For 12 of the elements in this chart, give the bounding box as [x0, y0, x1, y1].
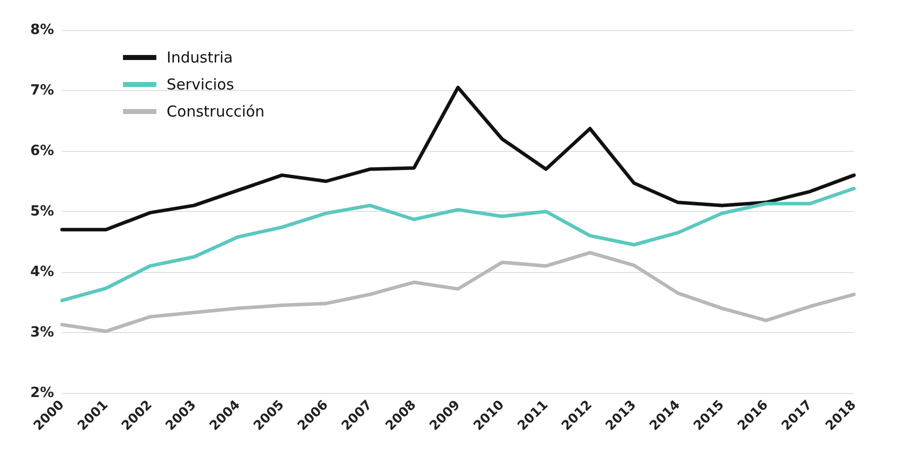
y-tick-label: 6% [30, 143, 54, 159]
y-tick-label: 3% [30, 324, 54, 340]
y-tick-label: 5% [30, 204, 54, 220]
line-series [60, 186, 856, 302]
y-tick-label: 2% [30, 385, 54, 401]
legend-label: Construcción [166, 102, 265, 120]
y-tick-label: 7% [30, 82, 54, 98]
legend-label: Industria [166, 48, 233, 66]
y-tick-label: 4% [30, 264, 54, 280]
y-tick-label: 8% [30, 22, 54, 38]
legend-label: Servicios [166, 76, 234, 94]
line-series [60, 250, 856, 334]
